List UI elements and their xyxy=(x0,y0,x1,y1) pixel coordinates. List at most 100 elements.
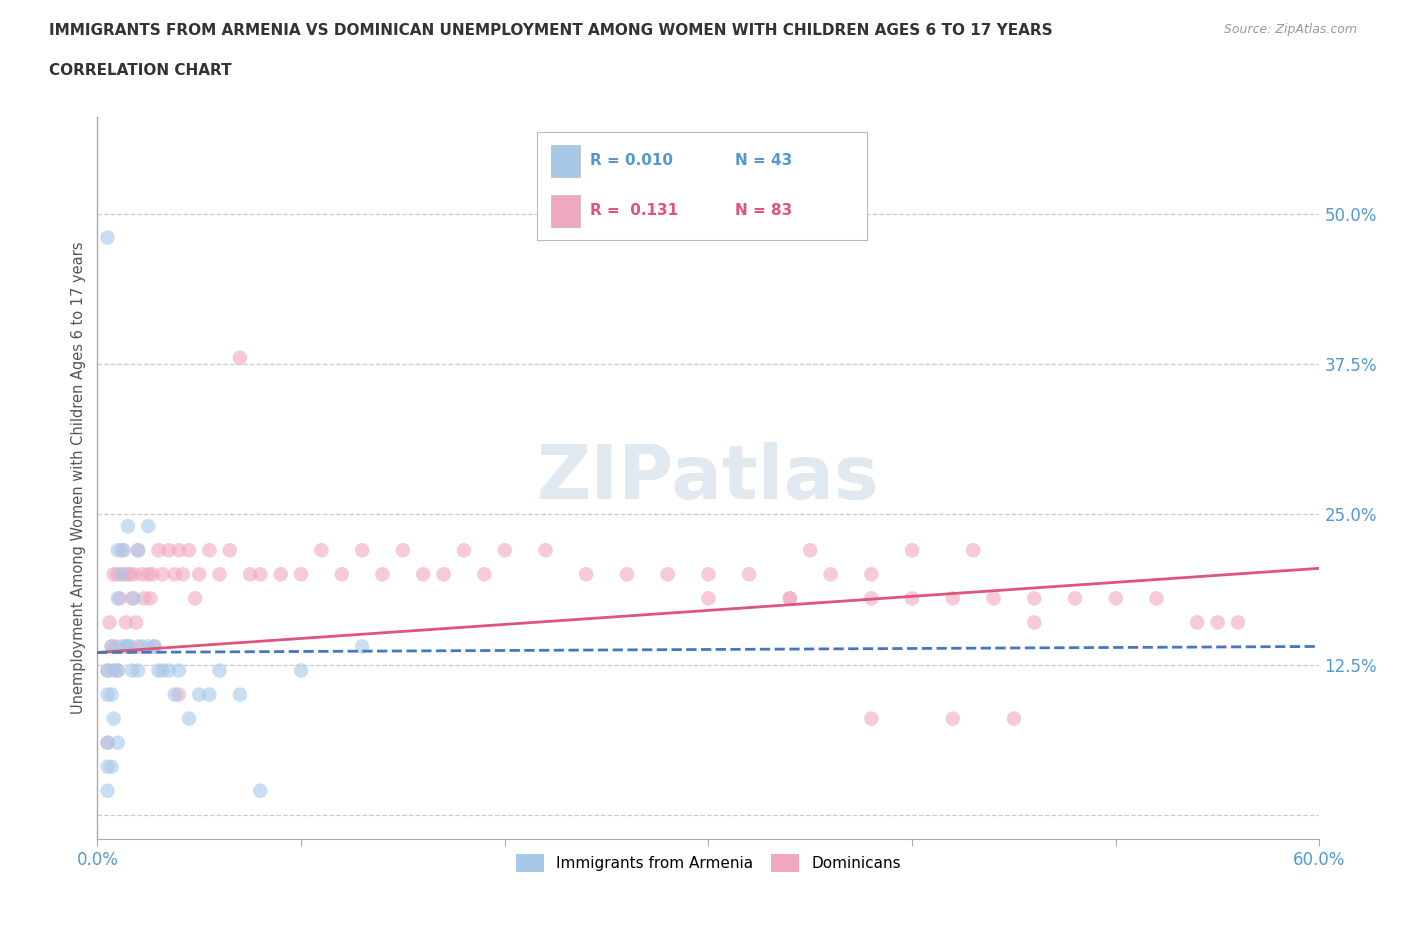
Point xyxy=(136,639,159,654)
Point xyxy=(218,543,240,558)
Point xyxy=(115,615,138,630)
Point xyxy=(472,567,495,582)
Point xyxy=(131,639,153,654)
Point xyxy=(412,567,434,582)
Point xyxy=(127,543,149,558)
Point xyxy=(1024,615,1046,630)
Point xyxy=(136,567,159,582)
Point xyxy=(117,639,139,654)
Point xyxy=(103,711,125,726)
Point xyxy=(1105,591,1128,605)
Point xyxy=(779,591,801,605)
Point xyxy=(1187,615,1209,630)
Point xyxy=(107,663,129,678)
Point xyxy=(121,591,143,605)
Point xyxy=(290,663,312,678)
Point xyxy=(311,543,333,558)
Point xyxy=(1206,615,1229,630)
Point xyxy=(249,783,271,798)
Point xyxy=(1024,591,1046,605)
Point xyxy=(208,663,231,678)
Point xyxy=(494,543,516,558)
Point xyxy=(136,519,159,534)
Point xyxy=(167,687,190,702)
Point xyxy=(657,567,679,582)
Point xyxy=(100,639,122,654)
Point xyxy=(96,736,118,751)
Point xyxy=(962,543,984,558)
Point xyxy=(330,567,353,582)
Point xyxy=(134,591,156,605)
Point xyxy=(122,591,145,605)
Point xyxy=(820,567,842,582)
Point xyxy=(738,567,761,582)
Point xyxy=(290,567,312,582)
Point xyxy=(942,591,965,605)
Point xyxy=(111,543,134,558)
Point xyxy=(860,567,883,582)
Point xyxy=(157,663,180,678)
Point xyxy=(103,663,125,678)
Point xyxy=(1146,591,1168,605)
Point xyxy=(103,567,125,582)
Point xyxy=(188,567,211,582)
Point xyxy=(118,639,141,654)
Point xyxy=(534,543,557,558)
Point xyxy=(115,639,138,654)
Point xyxy=(157,543,180,558)
Point xyxy=(229,687,252,702)
Point xyxy=(901,591,924,605)
Point xyxy=(270,567,292,582)
Point xyxy=(139,591,162,605)
Text: ZIPatlas: ZIPatlas xyxy=(537,442,880,514)
Point xyxy=(125,615,148,630)
Point xyxy=(100,759,122,774)
Point xyxy=(616,567,638,582)
Point xyxy=(188,687,211,702)
Point xyxy=(799,543,821,558)
Point xyxy=(127,543,149,558)
Point xyxy=(371,567,394,582)
Point xyxy=(239,567,262,582)
Point xyxy=(1226,615,1249,630)
Point xyxy=(111,639,134,654)
Point xyxy=(392,543,415,558)
Point xyxy=(100,687,122,702)
Point xyxy=(107,543,129,558)
Point xyxy=(1064,591,1087,605)
Point xyxy=(108,591,131,605)
Point xyxy=(122,567,145,582)
Point xyxy=(107,567,129,582)
Point xyxy=(148,543,170,558)
Point xyxy=(112,543,135,558)
Point xyxy=(983,591,1005,605)
Point xyxy=(143,639,166,654)
Point xyxy=(163,567,186,582)
Point xyxy=(111,567,134,582)
Point xyxy=(229,351,252,365)
Point xyxy=(100,639,122,654)
Legend: Immigrants from Armenia, Dominicans: Immigrants from Armenia, Dominicans xyxy=(510,848,907,878)
Point xyxy=(177,711,200,726)
Point xyxy=(167,543,190,558)
Point xyxy=(96,736,118,751)
Text: CORRELATION CHART: CORRELATION CHART xyxy=(49,63,232,78)
Point xyxy=(352,639,374,654)
Point xyxy=(198,687,221,702)
Point xyxy=(96,663,118,678)
Point xyxy=(107,736,129,751)
Y-axis label: Unemployment Among Women with Children Ages 6 to 17 years: Unemployment Among Women with Children A… xyxy=(72,242,86,714)
Point xyxy=(152,663,174,678)
Point xyxy=(117,519,139,534)
Point xyxy=(96,230,118,245)
Point xyxy=(860,591,883,605)
Point xyxy=(143,639,166,654)
Point xyxy=(98,615,121,630)
Point xyxy=(352,543,374,558)
Point xyxy=(942,711,965,726)
Point xyxy=(121,663,143,678)
Point xyxy=(575,567,598,582)
Point xyxy=(107,591,129,605)
Point xyxy=(127,663,149,678)
Point xyxy=(901,543,924,558)
